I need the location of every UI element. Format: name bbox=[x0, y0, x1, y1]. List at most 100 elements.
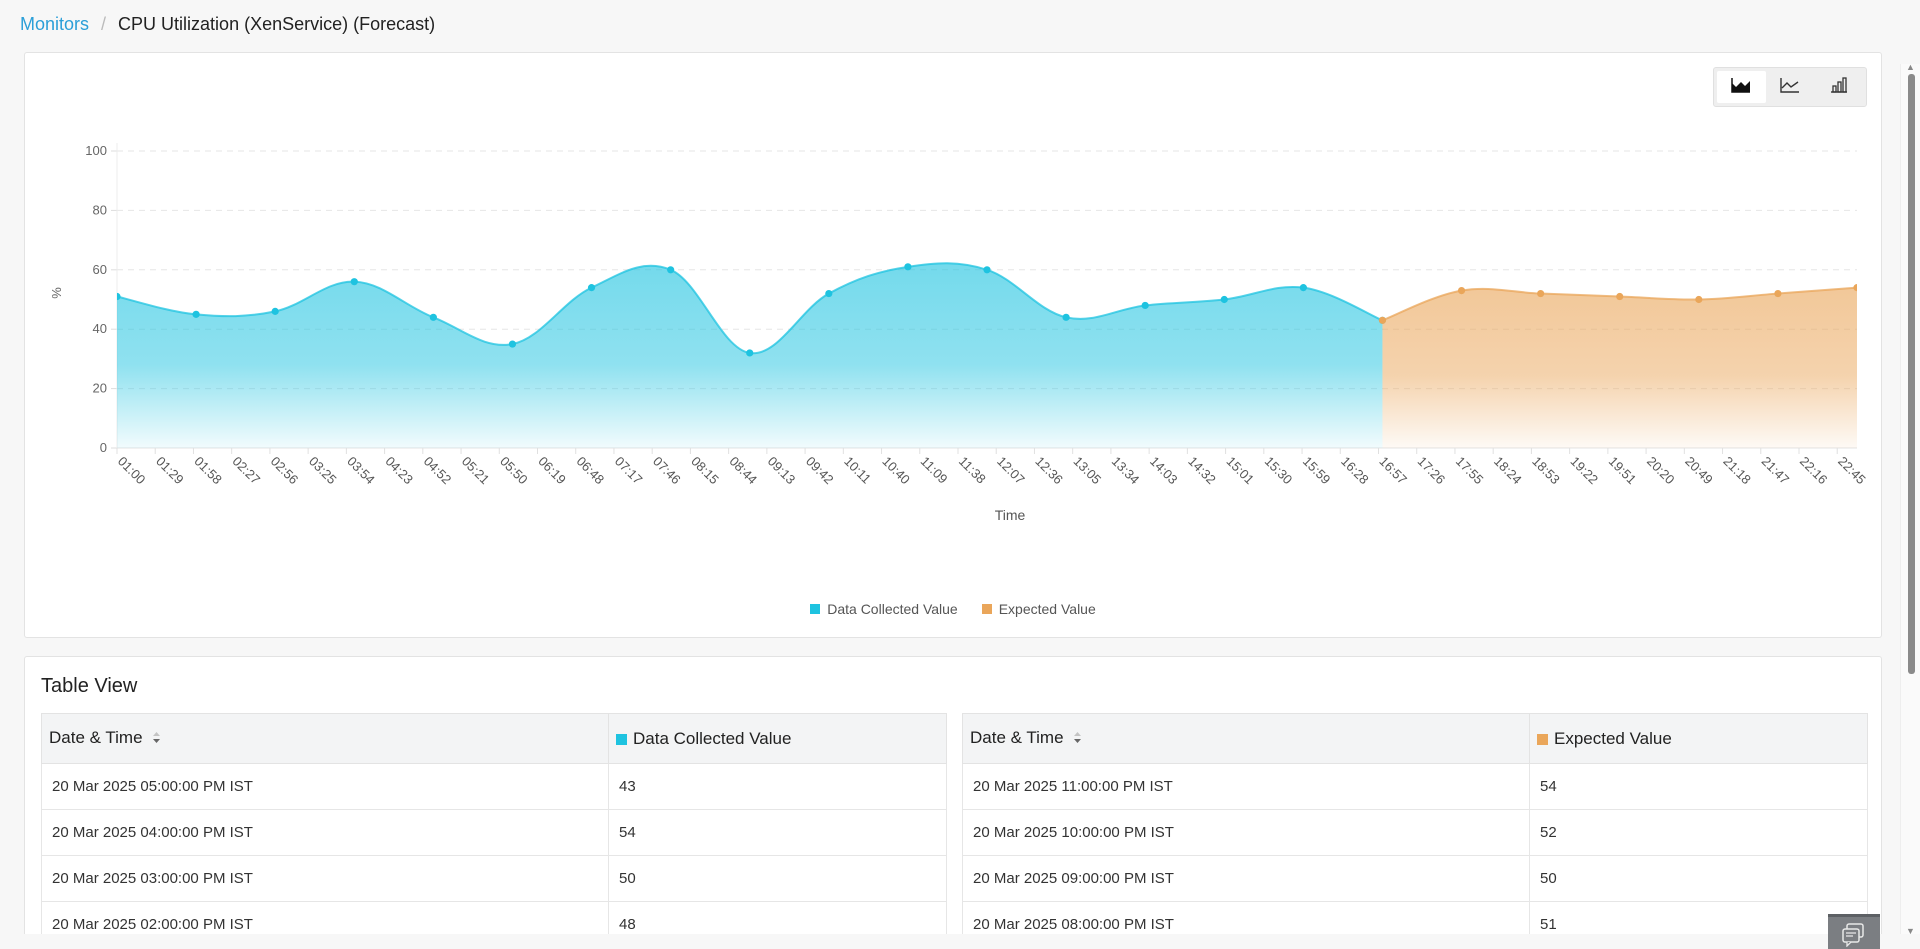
svg-text:18:53: 18:53 bbox=[1529, 454, 1563, 488]
cell-value: 50 bbox=[608, 855, 947, 902]
chart-legend: Data Collected Value Expected Value bbox=[25, 601, 1881, 617]
bar-chart-button[interactable] bbox=[1814, 71, 1863, 103]
svg-text:05:21: 05:21 bbox=[459, 454, 493, 488]
scroll-down-arrow-icon[interactable]: ▼ bbox=[1906, 926, 1915, 936]
svg-text:03:54: 03:54 bbox=[344, 454, 378, 488]
svg-text:14:03: 14:03 bbox=[1147, 454, 1181, 488]
svg-text:80: 80 bbox=[93, 202, 107, 217]
svg-text:01:00: 01:00 bbox=[115, 454, 149, 488]
svg-text:11:38: 11:38 bbox=[956, 454, 989, 487]
svg-text:15:59: 15:59 bbox=[1300, 454, 1334, 488]
table-view-title: Table View bbox=[41, 675, 138, 697]
page-bottom-edge bbox=[0, 934, 1900, 949]
svg-text:14:32: 14:32 bbox=[1185, 454, 1219, 488]
svg-text:Time: Time bbox=[995, 507, 1026, 523]
svg-text:02:27: 02:27 bbox=[230, 454, 264, 488]
cell-datetime: 20 Mar 2025 04:00:00 PM IST bbox=[41, 809, 609, 856]
svg-text:21:47: 21:47 bbox=[1759, 454, 1793, 488]
page-scrollbar[interactable]: ▲ ▼ bbox=[1900, 62, 1920, 936]
svg-text:%: % bbox=[49, 287, 64, 299]
cell-datetime: 20 Mar 2025 09:00:00 PM IST bbox=[962, 855, 1530, 902]
column-header-label: Date & Time bbox=[970, 728, 1064, 748]
cell-value: 54 bbox=[1529, 763, 1868, 810]
breadcrumb-monitors-link[interactable]: Monitors bbox=[20, 14, 90, 34]
svg-text:0: 0 bbox=[100, 440, 107, 455]
collected-swatch-icon bbox=[810, 604, 821, 614]
legend-label-collected: Data Collected Value bbox=[827, 601, 958, 617]
collected-table: Date & Time Data Collected Value 20 Mar … bbox=[41, 713, 947, 948]
breadcrumb-separator: / bbox=[101, 14, 107, 34]
svg-text:06:19: 06:19 bbox=[535, 454, 569, 488]
svg-text:10:11: 10:11 bbox=[841, 454, 874, 487]
sort-icon[interactable] bbox=[152, 729, 161, 749]
collected-swatch-icon bbox=[616, 733, 627, 745]
svg-text:13:34: 13:34 bbox=[1109, 454, 1143, 488]
svg-text:17:55: 17:55 bbox=[1453, 454, 1487, 488]
svg-text:09:42: 09:42 bbox=[803, 454, 837, 488]
svg-text:20: 20 bbox=[93, 381, 107, 396]
bar-chart-icon bbox=[1830, 76, 1848, 98]
svg-text:12:36: 12:36 bbox=[1032, 454, 1066, 488]
column-header-expected-value: Expected Value bbox=[1529, 713, 1868, 764]
svg-text:02:56: 02:56 bbox=[268, 454, 302, 488]
svg-text:19:51: 19:51 bbox=[1606, 454, 1640, 488]
cell-value: 43 bbox=[608, 763, 947, 810]
svg-text:04:52: 04:52 bbox=[421, 454, 455, 488]
svg-text:04:23: 04:23 bbox=[382, 454, 416, 488]
chart-type-toggle bbox=[1713, 67, 1867, 107]
svg-text:08:44: 08:44 bbox=[727, 454, 761, 488]
svg-text:17:26: 17:26 bbox=[1415, 454, 1449, 488]
breadcrumb: Monitors / CPU Utilization (XenService) … bbox=[20, 14, 435, 35]
cell-datetime: 20 Mar 2025 11:00:00 PM IST bbox=[962, 763, 1530, 810]
svg-text:05:50: 05:50 bbox=[497, 454, 531, 488]
sort-icon[interactable] bbox=[1073, 729, 1082, 749]
svg-text:07:17: 07:17 bbox=[612, 454, 646, 488]
svg-text:07:46: 07:46 bbox=[650, 454, 684, 488]
table-view-card: Table View Date & Time Data Collected Va… bbox=[24, 656, 1882, 949]
svg-text:16:57: 16:57 bbox=[1376, 454, 1410, 488]
line-chart-button[interactable] bbox=[1766, 71, 1815, 103]
svg-text:10:40: 10:40 bbox=[879, 454, 913, 488]
svg-text:06:48: 06:48 bbox=[574, 454, 608, 488]
cell-value: 54 bbox=[608, 809, 947, 856]
svg-text:09:13: 09:13 bbox=[765, 454, 799, 488]
cell-value: 50 bbox=[1529, 855, 1868, 902]
svg-text:08:15: 08:15 bbox=[688, 454, 722, 488]
table-row: 20 Mar 2025 05:00:00 PM IST 43 bbox=[41, 763, 947, 810]
column-header-label: Expected Value bbox=[1554, 728, 1672, 748]
column-header-datetime[interactable]: Date & Time bbox=[41, 713, 609, 764]
expected-swatch-icon bbox=[981, 604, 992, 614]
cell-datetime: 20 Mar 2025 10:00:00 PM IST bbox=[962, 809, 1530, 856]
svg-text:15:01: 15:01 bbox=[1223, 454, 1257, 488]
page-title: CPU Utilization (XenService) (Forecast) bbox=[118, 14, 436, 34]
svg-text:22:16: 22:16 bbox=[1797, 454, 1831, 488]
legend-label-expected: Expected Value bbox=[998, 601, 1096, 617]
svg-text:100: 100 bbox=[85, 143, 107, 158]
svg-text:15:30: 15:30 bbox=[1262, 454, 1296, 488]
table-row: 20 Mar 2025 04:00:00 PM IST 54 bbox=[41, 809, 947, 856]
legend-item-collected[interactable]: Data Collected Value bbox=[810, 601, 958, 617]
line-chart-icon bbox=[1780, 77, 1800, 98]
chart-card: 0 20 40 60 80 100% 01:00 01:29 01:58 02:27 02:56 03… bbox=[24, 52, 1882, 638]
svg-text:19:22: 19:22 bbox=[1568, 454, 1602, 488]
area-chart-icon bbox=[1731, 77, 1751, 98]
chat-icon bbox=[1841, 923, 1867, 949]
expected-table: Date & Time Expected Value 20 Mar 2025 1… bbox=[962, 713, 1868, 948]
legend-item-expected[interactable]: Expected Value bbox=[981, 601, 1096, 617]
svg-text:22:45: 22:45 bbox=[1835, 454, 1869, 488]
scroll-up-arrow-icon[interactable]: ▲ bbox=[1906, 62, 1915, 72]
table-row: 20 Mar 2025 10:00:00 PM IST 52 bbox=[962, 809, 1868, 856]
svg-text:03:25: 03:25 bbox=[306, 454, 340, 488]
column-header-collected-value: Data Collected Value bbox=[608, 713, 947, 764]
chat-button[interactable] bbox=[1828, 914, 1880, 949]
area-chart-button[interactable] bbox=[1717, 71, 1766, 103]
cell-datetime: 20 Mar 2025 03:00:00 PM IST bbox=[41, 855, 609, 902]
table-row: 20 Mar 2025 11:00:00 PM IST 54 bbox=[962, 763, 1868, 810]
svg-text:60: 60 bbox=[93, 262, 107, 277]
svg-text:20:49: 20:49 bbox=[1682, 454, 1716, 488]
expected-swatch-icon bbox=[1537, 733, 1548, 745]
svg-text:13:05: 13:05 bbox=[1071, 454, 1105, 488]
scrollbar-thumb[interactable] bbox=[1908, 74, 1915, 674]
column-header-datetime[interactable]: Date & Time bbox=[962, 713, 1530, 764]
